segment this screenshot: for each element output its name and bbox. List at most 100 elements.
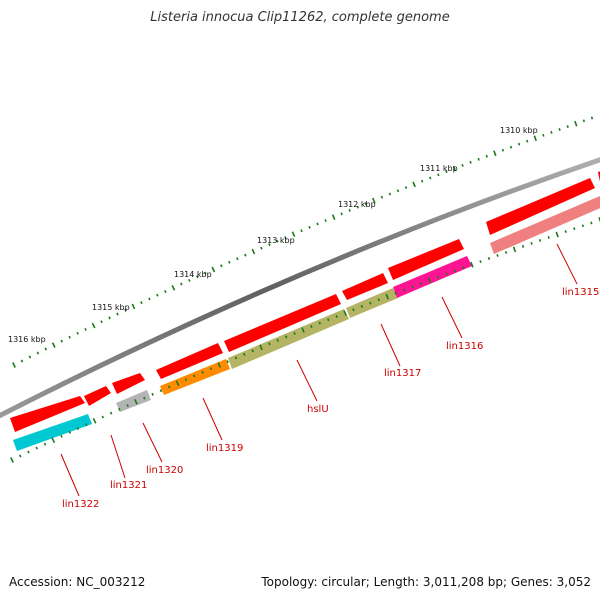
leader-lin1315 [556, 243, 578, 285]
tick-mark [251, 349, 254, 353]
gene-label-lin1322: lin1322 [62, 499, 99, 510]
tick-mark [124, 308, 127, 312]
gene-bar-lin1320 [116, 390, 151, 412]
tick-mark [538, 238, 542, 242]
tick-mark [180, 282, 183, 286]
tick-mark [131, 303, 136, 310]
tick-mark [260, 246, 263, 250]
cds-track-upper [10, 171, 600, 432]
tick-mark [148, 297, 151, 301]
tick-mark [291, 231, 296, 238]
accession-text: Accession: NC_003212 [9, 575, 146, 589]
tick-mark [496, 254, 499, 257]
tick-mark [477, 157, 480, 161]
tick-mark [171, 284, 176, 291]
tick-mark [331, 214, 336, 221]
tick-mark [308, 225, 311, 229]
tick-mark [372, 197, 376, 204]
tick-mark [175, 380, 180, 387]
tick-mark [84, 327, 87, 331]
tick-mark [542, 133, 545, 137]
tick-mark [300, 229, 303, 233]
tick-mark [564, 230, 567, 233]
tick-mark [76, 427, 80, 431]
tick-mark [244, 253, 247, 257]
cds-arrow [224, 294, 341, 352]
gene-bar-lin1315 [490, 196, 600, 254]
tick-mark [301, 327, 305, 333]
tick-mark [164, 289, 167, 293]
gene-labels: lin1322 lin1321 lin1320 lin1319 hslU lin… [62, 287, 599, 510]
gene-bar-hslU [228, 309, 349, 369]
tick-mark [394, 291, 397, 295]
tick-mark [517, 142, 521, 146]
tick-mark [192, 374, 196, 378]
tick-mark [396, 189, 400, 193]
tick-mark [547, 236, 550, 239]
tick-mark [108, 316, 111, 320]
tick-mark [504, 250, 508, 254]
tick-mark [92, 417, 97, 424]
tick-mark [284, 335, 288, 339]
kbp-label-1313: 1313 kbp [257, 236, 295, 245]
cds-arrow [156, 343, 223, 379]
tick-mark [156, 293, 159, 297]
cds-arrow [112, 373, 145, 394]
tick-mark [44, 347, 48, 351]
tick-mark [126, 404, 129, 408]
tick-mark [364, 202, 368, 206]
tick-mark [340, 212, 343, 216]
tick-mark [445, 272, 448, 276]
tick-mark [412, 181, 416, 188]
tick-mark [276, 338, 280, 342]
tick-mark [116, 312, 119, 316]
tick-mark [501, 148, 505, 152]
tick-mark [388, 192, 392, 196]
tick-mark [521, 244, 525, 248]
tick-mark [427, 277, 432, 284]
tick-mark [134, 398, 138, 405]
tick-mark [533, 135, 537, 142]
leader-hslU [296, 359, 318, 402]
tick-mark [188, 278, 191, 282]
tick-mark [558, 128, 561, 131]
map-title: Listeria innocua Clip11262, complete gen… [150, 10, 450, 25]
tick-mark [402, 288, 406, 292]
tick-mark [68, 430, 72, 434]
tick-mark [84, 423, 88, 427]
gene-label-lin1315: lin1315 [562, 287, 599, 298]
tick-mark [293, 331, 296, 335]
tick-mark [51, 437, 56, 444]
tick-mark [228, 260, 231, 264]
tick-mark [151, 392, 154, 396]
tick-mark [590, 221, 593, 225]
tick-mark [209, 367, 213, 371]
tick-mark [36, 351, 40, 355]
tick-mark [217, 362, 222, 368]
tick-mark [404, 186, 408, 189]
kbp-labels: 1316 kbp 1315 kbp 1314 kbp 1313 kbp 1312… [8, 126, 538, 344]
tick-mark [574, 120, 578, 127]
gene-label-lin1316: lin1316 [446, 341, 483, 352]
gene-label-hslU: hslU [307, 404, 329, 415]
cds-arrow [388, 239, 464, 280]
tick-mark [420, 179, 424, 183]
tick-mark [436, 275, 440, 279]
tick-mark [27, 450, 30, 454]
tick-mark [573, 227, 576, 231]
tick-mark [18, 454, 22, 458]
tick-mark [243, 352, 246, 356]
tick-mark [316, 222, 319, 226]
tick-mark [582, 119, 586, 123]
tick-mark [445, 170, 448, 174]
tick-mark [10, 457, 14, 463]
tick-mark [598, 217, 600, 223]
tick-mark [352, 308, 355, 312]
tick-mark [268, 243, 271, 247]
tick-mark [411, 285, 414, 289]
tick-mark [429, 176, 432, 180]
cds-arrow [342, 273, 388, 300]
cds-arrow [10, 396, 85, 432]
tick-mark [566, 125, 569, 129]
